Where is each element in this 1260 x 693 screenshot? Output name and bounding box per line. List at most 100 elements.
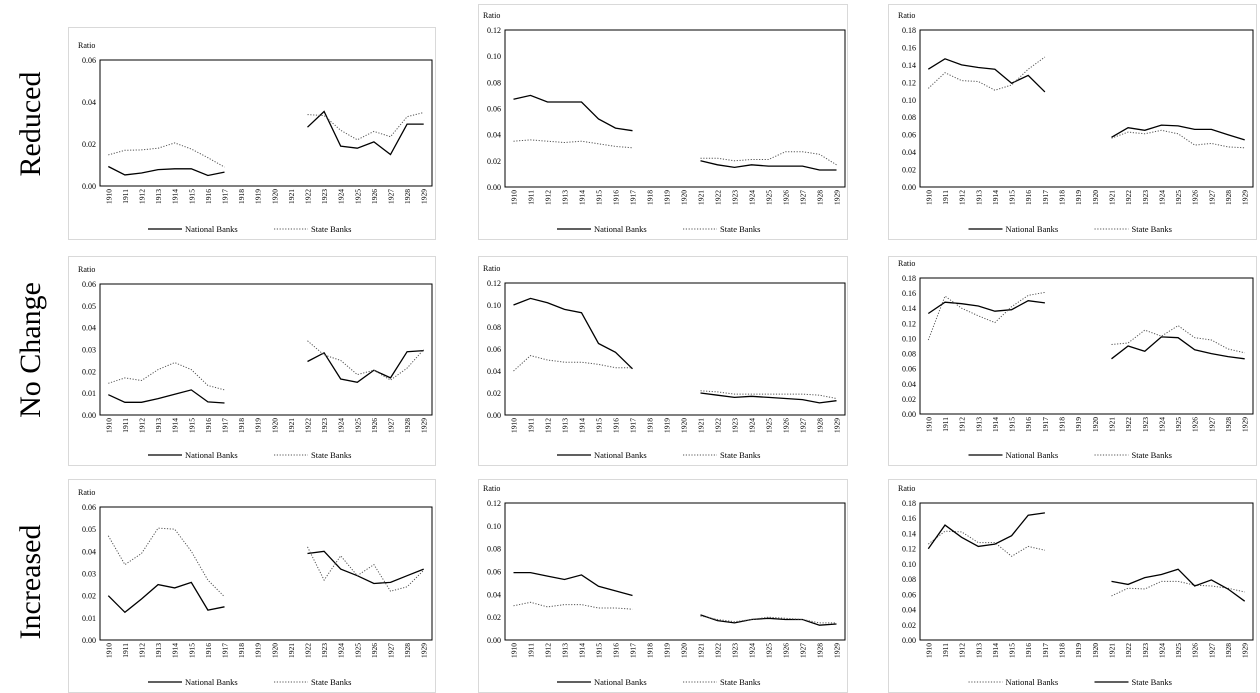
x-tick-label: 1926: [782, 190, 791, 205]
x-tick-label: 1911: [941, 417, 950, 432]
x-tick-label: 1910: [924, 643, 933, 658]
y-tick-label: 0.08: [902, 113, 916, 122]
series-line: [1111, 124, 1245, 141]
x-tick-label: 1916: [204, 418, 213, 433]
y-tick-label: 0.18: [902, 26, 916, 35]
x-tick-label: 1928: [1224, 190, 1233, 205]
x-tick-label: 1914: [171, 418, 180, 433]
plot-area: [504, 29, 846, 188]
x-tick-label: 1912: [958, 417, 967, 432]
legend-label: State Banks: [720, 450, 760, 460]
series-line: [513, 601, 633, 610]
y-tick-label: 0.06: [902, 590, 916, 599]
x-tick-label: 1920: [1091, 417, 1100, 432]
x-tick-label: 1924: [337, 418, 346, 433]
series-line: [108, 389, 225, 404]
x-tick-label: 1926: [370, 643, 379, 658]
x-tick-label: 1923: [731, 418, 740, 433]
y-tick-label: 0.12: [487, 279, 501, 288]
y-tick-label: 0.04: [487, 367, 501, 376]
x-tick-label: 1924: [748, 190, 757, 205]
x-tick-label: 1920: [270, 418, 279, 433]
x-tick-label: 1916: [612, 418, 621, 433]
x-tick-label: 1910: [510, 643, 519, 658]
x-tick-label: 1918: [237, 189, 246, 204]
y-tick-label: 0.04: [902, 380, 916, 389]
x-tick-label: 1922: [714, 418, 723, 433]
y-tick-label: 0.06: [902, 365, 916, 374]
x-tick-label: 1925: [765, 418, 774, 433]
plot-area: [99, 283, 433, 416]
x-tick-label: 1917: [1041, 643, 1050, 658]
series-line: [927, 56, 1046, 91]
x-tick-label: 1923: [320, 643, 329, 658]
series-line: [108, 165, 225, 177]
x-tick-label: 1913: [561, 418, 570, 433]
plot-area: [99, 506, 433, 641]
x-tick-label: 1917: [1041, 417, 1050, 432]
x-tick-label: 1925: [1174, 643, 1183, 658]
x-tick-label: 1913: [154, 418, 163, 433]
x-tick-label: 1913: [561, 190, 570, 205]
y-tick-label: 0.10: [902, 334, 916, 343]
x-tick-label: 1926: [782, 418, 791, 433]
y-tick-label: 0.14: [902, 304, 916, 313]
chart-panel: Ratio 0.00 0.01 0.02 0.03 0.04 0.05 0.06 1910 191…: [68, 256, 436, 466]
y-tick-label: 0.04: [82, 98, 96, 107]
y-tick-label: 0.08: [487, 78, 501, 87]
legend-label: State Banks: [1132, 677, 1172, 687]
x-tick-label: 1929: [833, 643, 842, 658]
x-tick-label: 1923: [731, 190, 740, 205]
x-tick-label: 1921: [697, 190, 706, 205]
x-tick-label: 1927: [387, 418, 396, 433]
x-tick-label: 1913: [561, 643, 570, 658]
x-tick-label: 1914: [578, 418, 587, 433]
legend-label: National Banks: [594, 677, 647, 687]
x-tick-label: 1914: [578, 190, 587, 205]
plot-area: [504, 502, 846, 641]
x-tick-label: 1925: [765, 190, 774, 205]
y-tick-label: 0.00: [82, 182, 96, 191]
legend-label: State Banks: [1132, 450, 1172, 460]
x-tick-label: 1910: [924, 417, 933, 432]
chart-panel: Ratio 0.00 0.02 0.04 0.06 0.08 0.10 0.12 0.14 0.1…: [888, 479, 1257, 693]
y-tick-label: 0.12: [487, 26, 501, 35]
x-tick-label: 1923: [1141, 190, 1150, 205]
x-tick-label: 1929: [1241, 190, 1250, 205]
series-line: [927, 58, 1046, 93]
series-line: [307, 550, 424, 585]
x-tick-label: 1919: [663, 418, 672, 433]
y-tick-label: 0.02: [82, 367, 96, 376]
y-axis-label: Ratio: [483, 264, 500, 273]
series-line: [700, 615, 837, 624]
y-tick-label: 0.08: [487, 545, 501, 554]
x-tick-label: 1916: [1024, 417, 1033, 432]
x-tick-label: 1919: [1074, 190, 1083, 205]
series-line: [107, 581, 225, 614]
x-tick-label: 1928: [1224, 643, 1233, 658]
legend-label: State Banks: [720, 224, 760, 234]
y-tick-label: 0.04: [902, 606, 916, 615]
x-tick-label: 1926: [370, 418, 379, 433]
x-tick-label: 1915: [1008, 417, 1017, 432]
x-tick-label: 1914: [171, 643, 180, 658]
x-tick-label: 1928: [1224, 417, 1233, 432]
x-tick-label: 1913: [974, 190, 983, 205]
y-tick-label: 0.12: [902, 319, 916, 328]
y-tick-label: 0.02: [82, 140, 96, 149]
x-tick-label: 1929: [420, 418, 429, 433]
y-tick-label: 0.01: [82, 614, 96, 623]
x-tick-label: 1924: [1157, 190, 1166, 205]
y-tick-label: 0.02: [487, 389, 501, 398]
x-tick-label: 1915: [595, 418, 604, 433]
x-tick-label: 1915: [187, 643, 196, 658]
series-line: [107, 527, 225, 598]
x-tick-label: 1916: [204, 643, 213, 658]
x-tick-label: 1916: [612, 643, 621, 658]
x-tick-label: 1910: [104, 418, 113, 433]
x-tick-label: 1917: [1041, 190, 1050, 205]
x-tick-label: 1926: [1191, 190, 1200, 205]
x-tick-label: 1910: [510, 418, 519, 433]
x-tick-label: 1922: [714, 190, 723, 205]
y-tick-label: 0.06: [487, 105, 501, 114]
